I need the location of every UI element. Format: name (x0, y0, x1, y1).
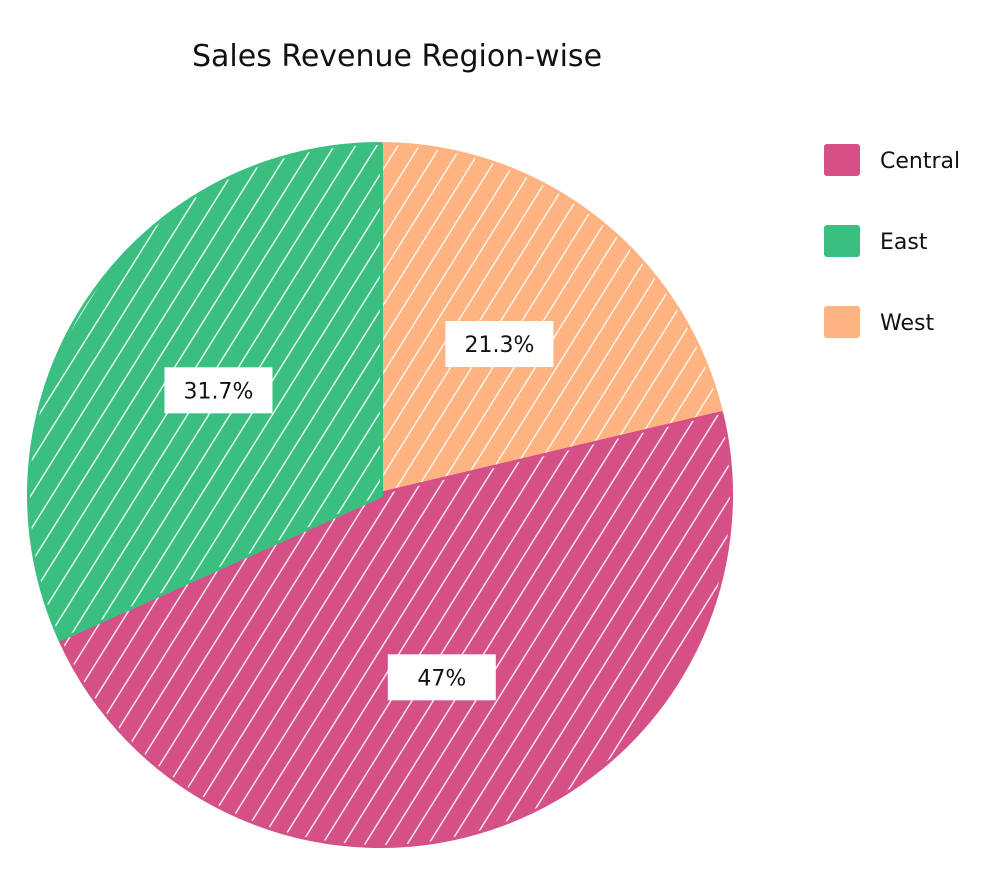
legend-item-east: East (824, 225, 928, 257)
pie-label-text-central: 47% (417, 666, 466, 691)
pie-slices (27, 142, 733, 848)
pie-slice-west (377, 142, 724, 498)
legend-swatch-east (824, 225, 860, 257)
legend: Central East West (824, 144, 960, 338)
pie-label-text-east: 31.7% (184, 379, 254, 404)
pie-slice-central (57, 411, 733, 848)
pie-labels: 21.3% 47% 31.7% (164, 321, 554, 701)
pie-label-text-west: 21.3% (464, 333, 534, 358)
pie-label-central: 47% (387, 654, 496, 701)
legend-label-east: East (880, 230, 928, 255)
pie-label-box-central (387, 654, 496, 701)
pie-label-box-east (164, 367, 273, 414)
pie-slice-central-hatch (60, 414, 730, 845)
pie-label-west: 21.3% (445, 321, 554, 368)
pie-slice-west-hatch (380, 145, 721, 495)
pie-label-east: 31.7% (164, 367, 273, 414)
pie-label-box-west (445, 321, 554, 368)
legend-label-west: West (880, 311, 934, 336)
chart-title: Sales Revenue Region-wise (192, 39, 602, 74)
legend-swatch-west (824, 306, 860, 338)
legend-label-central: Central (880, 149, 960, 174)
legend-item-central: Central (824, 144, 960, 176)
legend-swatch-central (824, 144, 860, 176)
legend-item-west: West (824, 306, 934, 338)
